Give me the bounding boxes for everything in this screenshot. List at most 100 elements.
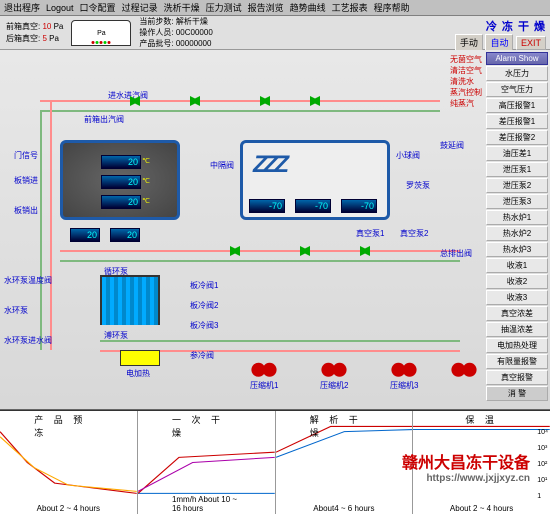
compressor-icon bbox=[450, 360, 478, 378]
chart-panel-hold: 保 温 About 2 ~ 4 hours 10⁴10³10²10¹1 bbox=[413, 411, 550, 514]
heater-box bbox=[100, 275, 160, 325]
valve-label: 水环泵 bbox=[4, 305, 28, 316]
menu-item[interactable]: 报告浏览 bbox=[248, 1, 284, 14]
alarm-header: Alarm Show bbox=[486, 52, 548, 65]
chart-area: 产 品 预 冻 About 2 ~ 4 hours 一 次 干 燥 1mm/h … bbox=[0, 410, 550, 514]
valve-label: 真空泵1 bbox=[356, 228, 384, 239]
alarm-item[interactable]: 差压报警2 bbox=[486, 130, 548, 145]
menu-item[interactable]: 退出程序 bbox=[4, 1, 40, 14]
alarm-item[interactable]: 电加热处理 bbox=[486, 338, 548, 353]
menubar: 退出程序 Logout 口令配置 过程记录 洗析干燥 压力测试 报告浏览 趋势曲… bbox=[0, 0, 550, 16]
alarm-item[interactable]: 热水炉1 bbox=[486, 210, 548, 225]
valve-label: 压缩机1 bbox=[250, 380, 278, 391]
compressor-icon bbox=[320, 360, 348, 378]
valve-label: 进水进汽阀 bbox=[108, 90, 148, 101]
valve-label: 中隔阀 bbox=[210, 160, 234, 171]
rear-vac-value: 5 bbox=[42, 34, 46, 43]
alarm-item[interactable]: 泄压泵1 bbox=[486, 162, 548, 177]
alarm-item[interactable]: 抽温浓差 bbox=[486, 322, 548, 337]
temp-display: 20 bbox=[70, 228, 100, 242]
alarm-clear-button[interactable]: 消 警 bbox=[486, 386, 548, 401]
valve-label: 电加热 bbox=[126, 368, 150, 379]
alarm-item[interactable]: 真空报警 bbox=[486, 370, 548, 385]
valve-icon[interactable] bbox=[190, 96, 200, 106]
auto-button[interactable]: 自动 bbox=[485, 34, 513, 51]
compressor-icon bbox=[390, 360, 418, 378]
alarm-item[interactable]: 热水炉3 bbox=[486, 242, 548, 257]
exit-button[interactable]: EXIT bbox=[516, 36, 546, 50]
chart-panel-primary-dry: 一 次 干 燥 1mm/h About 10 ~ 16 hours bbox=[138, 411, 276, 514]
manual-button[interactable]: 手动 bbox=[455, 34, 483, 51]
valve-label: 板冷阀1 bbox=[190, 280, 218, 291]
alarm-item[interactable]: 高压报警1 bbox=[486, 98, 548, 113]
temp-display: 20 bbox=[110, 228, 140, 242]
pipe bbox=[50, 100, 52, 350]
front-chamber: 20℃ 20℃ 20℃ bbox=[60, 140, 180, 220]
valve-icon[interactable] bbox=[260, 96, 270, 106]
alarm-item[interactable]: 油压差1 bbox=[486, 146, 548, 161]
pipe bbox=[40, 100, 440, 102]
alarm-item[interactable]: 收液2 bbox=[486, 274, 548, 289]
valve-label: 压缩机2 bbox=[320, 380, 348, 391]
valve-label: 水环泵进水阀 bbox=[4, 335, 52, 346]
pipe bbox=[60, 250, 460, 252]
step-value: 解析干燥 bbox=[176, 17, 208, 26]
valve-label: 真空泵2 bbox=[400, 228, 428, 239]
heater-icon bbox=[120, 350, 160, 366]
temp-display: -70 bbox=[341, 199, 377, 213]
front-vac-label: 前箱真空 bbox=[6, 22, 38, 31]
alarm-item[interactable]: 真空浓差 bbox=[486, 306, 548, 321]
menu-item[interactable]: 程序帮助 bbox=[374, 1, 410, 14]
temp-display: -70 bbox=[249, 199, 285, 213]
chart-panel-secondary-dry: 解 析 干 燥 About4 ~ 6 hours bbox=[276, 411, 414, 514]
valve-icon[interactable] bbox=[310, 96, 320, 106]
valve-icon[interactable] bbox=[130, 96, 140, 106]
menu-item[interactable]: 过程记录 bbox=[122, 1, 158, 14]
alarm-item[interactable]: 收液1 bbox=[486, 258, 548, 273]
menu-item[interactable]: 趋势曲线 bbox=[290, 1, 326, 14]
alarm-item[interactable]: 差压报警1 bbox=[486, 114, 548, 129]
alarm-item[interactable]: 空气压力 bbox=[486, 82, 548, 97]
app-title: 冷 冻 干 燥 bbox=[455, 18, 546, 34]
menu-item[interactable]: Logout bbox=[46, 3, 74, 13]
valve-label: 板冷阀3 bbox=[190, 320, 218, 331]
valve-label: 门信号 bbox=[14, 150, 38, 161]
process-diagram: 无菌空气清洁空气清洗水蒸汽控制纯蒸汽 Alarm Show 水压力 空气压力 高… bbox=[0, 50, 550, 410]
valve-label: 水环泵温度阀 bbox=[4, 275, 52, 286]
prod-value: 00000000 bbox=[176, 39, 212, 48]
pipe bbox=[40, 110, 42, 350]
valve-label: 罗茨泵 bbox=[406, 180, 430, 191]
menu-item[interactable]: 口令配置 bbox=[80, 1, 116, 14]
menu-item[interactable]: 压力测试 bbox=[206, 1, 242, 14]
menu-item[interactable]: 洗析干燥 bbox=[164, 1, 200, 14]
pipe bbox=[40, 110, 440, 112]
alarm-item[interactable]: 泄压泵3 bbox=[486, 194, 548, 209]
alarm-item[interactable]: 热水炉2 bbox=[486, 226, 548, 241]
valve-icon[interactable] bbox=[360, 246, 370, 256]
alarm-item[interactable]: 泄压泵2 bbox=[486, 178, 548, 193]
rear-vac-label: 后箱真空 bbox=[6, 34, 38, 43]
chart-svg bbox=[413, 411, 550, 514]
valve-label: 板冷阀2 bbox=[190, 300, 218, 311]
alarm-item[interactable]: 有限量报警 bbox=[486, 354, 548, 369]
valve-label: 小球阀 bbox=[396, 150, 420, 161]
valve-icon[interactable] bbox=[230, 246, 240, 256]
temp-display: 20℃ bbox=[101, 195, 141, 209]
valve-label: 参冷阀 bbox=[190, 350, 214, 361]
status-list: 无菌空气清洁空气清洗水蒸汽控制纯蒸汽 bbox=[450, 54, 482, 109]
temp-display: 20℃ bbox=[101, 175, 141, 189]
valve-label: 板销出 bbox=[14, 205, 38, 216]
valve-label: 压缩机3 bbox=[390, 380, 418, 391]
y-axis-labels: 10⁴10³10²10¹1 bbox=[537, 425, 548, 505]
top-status-bar: 前箱真空: 10 Pa 后箱真空: 5 Pa 当前步数: 解析干燥 操作人员: … bbox=[0, 16, 550, 50]
chart-panel-prefreeze: 产 品 预 冻 About 2 ~ 4 hours bbox=[0, 411, 138, 514]
condenser-icon: ZZZ bbox=[253, 151, 285, 179]
alarm-panel: Alarm Show 水压力 空气压力 高压报警1 差压报警1 差压报警2 油压… bbox=[486, 52, 548, 401]
alarm-item[interactable]: 收液3 bbox=[486, 290, 548, 305]
pipe bbox=[60, 260, 460, 262]
rear-chamber: ZZZ -70 -70 -70 bbox=[240, 140, 390, 220]
alarm-item[interactable]: 水压力 bbox=[486, 66, 548, 81]
valve-icon[interactable] bbox=[300, 246, 310, 256]
valve-label: 板销进 bbox=[14, 175, 38, 186]
menu-item[interactable]: 工艺报表 bbox=[332, 1, 368, 14]
